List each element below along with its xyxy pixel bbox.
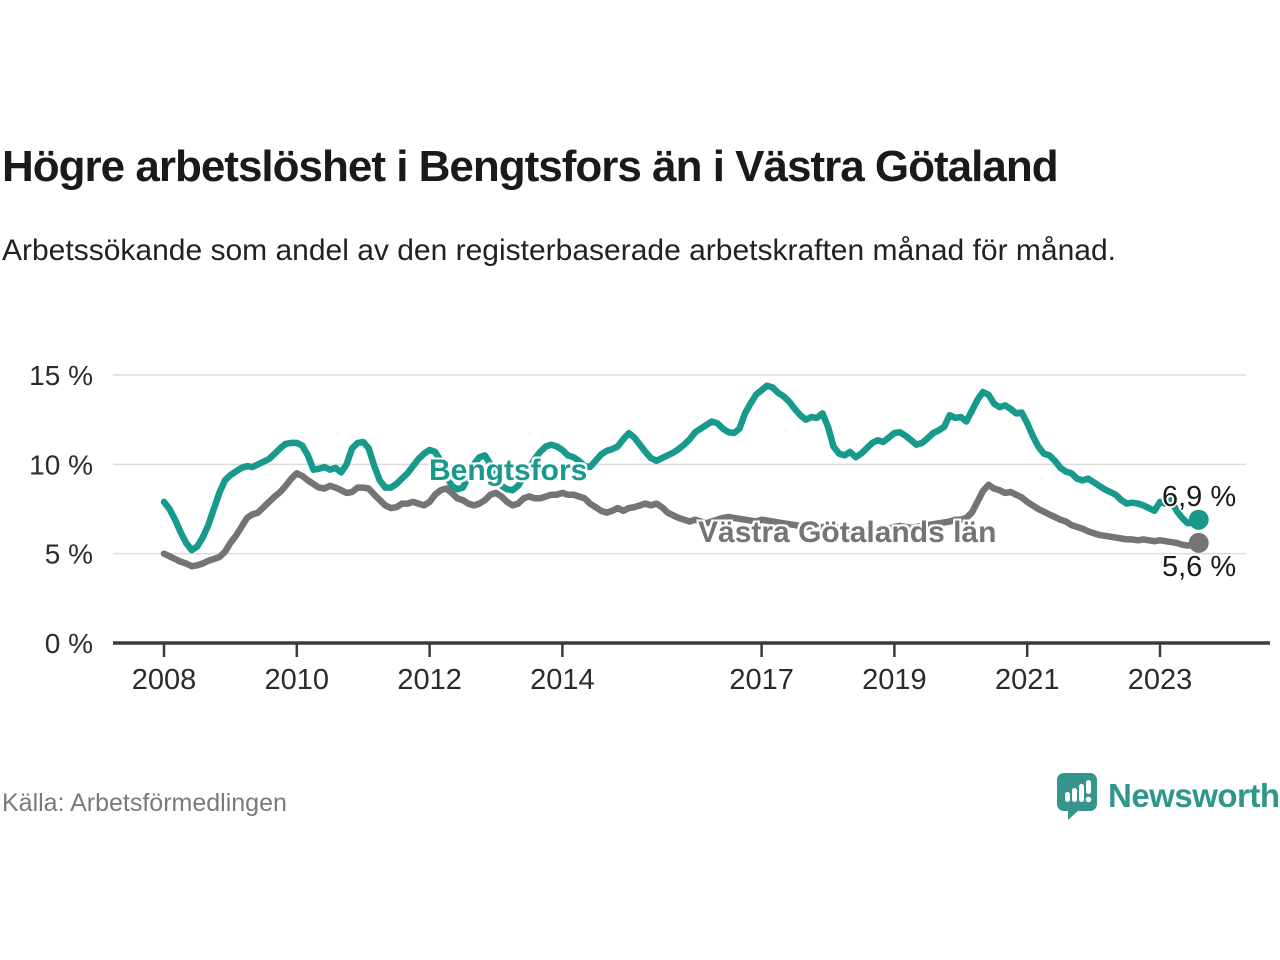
svg-text:2010: 2010: [265, 664, 330, 696]
series-label-vastra-gotalands-lan: Västra Götalands län: [698, 516, 997, 549]
svg-text:2023: 2023: [1128, 664, 1193, 696]
svg-text:2017: 2017: [729, 664, 794, 696]
newsworthy-logo-icon: [1057, 773, 1097, 820]
brand-name: Newsworthy: [1108, 777, 1280, 814]
svg-text:2014: 2014: [530, 664, 595, 696]
svg-text:2012: 2012: [397, 664, 462, 696]
svg-text:2021: 2021: [995, 664, 1060, 696]
end-value-bengtsfors: 6,9 %: [1162, 481, 1237, 513]
svg-text:2008: 2008: [132, 664, 197, 696]
svg-text:2019: 2019: [862, 664, 927, 696]
svg-text:10 %: 10 %: [29, 449, 93, 480]
end-value-vastra-gotalands-lan: 5,6 %: [1162, 551, 1237, 583]
svg-text:5 %: 5 %: [45, 539, 93, 570]
series-label-bengtsfors: Bengtsfors: [429, 454, 588, 487]
newsworthy-brand: Newsworthy: [1056, 772, 1280, 820]
svg-text:0 %: 0 %: [45, 628, 93, 659]
chart-title: Högre arbetslöshet i Bengtsfors än i Väs…: [2, 142, 1059, 191]
source-caption: Källa: Arbetsförmedlingen: [2, 789, 287, 817]
svg-text:15 %: 15 %: [29, 360, 93, 391]
chart-subtitle: Arbetssökande som andel av den registerb…: [2, 234, 1116, 267]
